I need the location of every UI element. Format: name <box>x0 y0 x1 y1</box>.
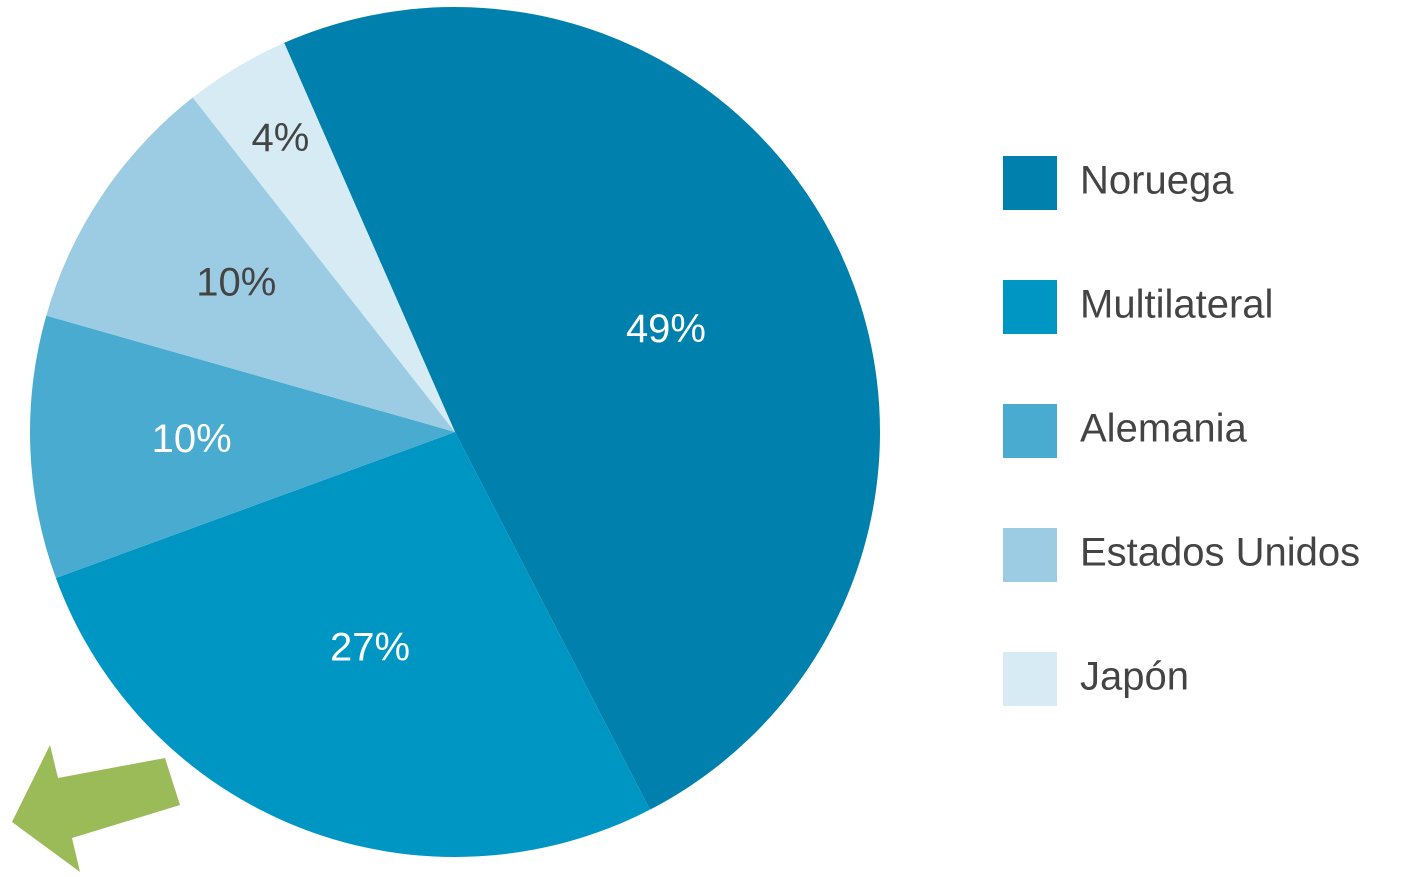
legend-swatch <box>1003 404 1057 458</box>
pie-slice <box>29 315 455 579</box>
pie-slice <box>192 42 455 433</box>
data-label: 10% <box>196 261 276 305</box>
arrow <box>12 745 180 872</box>
legend-label: Multilateral <box>1080 283 1273 327</box>
data-label: 27% <box>330 625 410 669</box>
legend-swatch <box>1003 280 1057 334</box>
data-label: 10% <box>152 417 232 461</box>
legend-label: Estados Unidos <box>1080 531 1360 575</box>
legend-swatch <box>1003 156 1057 210</box>
legend-label: Alemania <box>1080 407 1248 451</box>
legend-swatch <box>1003 652 1057 706</box>
pie-slice <box>284 7 880 810</box>
data-label: 4% <box>251 116 309 160</box>
pie-slice <box>46 97 455 432</box>
pie-slice <box>55 432 650 857</box>
data-label: 49% <box>626 307 706 351</box>
legend-label: Japón <box>1080 655 1189 699</box>
legend-swatch <box>1003 528 1057 582</box>
legend-label: Noruega <box>1080 159 1234 203</box>
